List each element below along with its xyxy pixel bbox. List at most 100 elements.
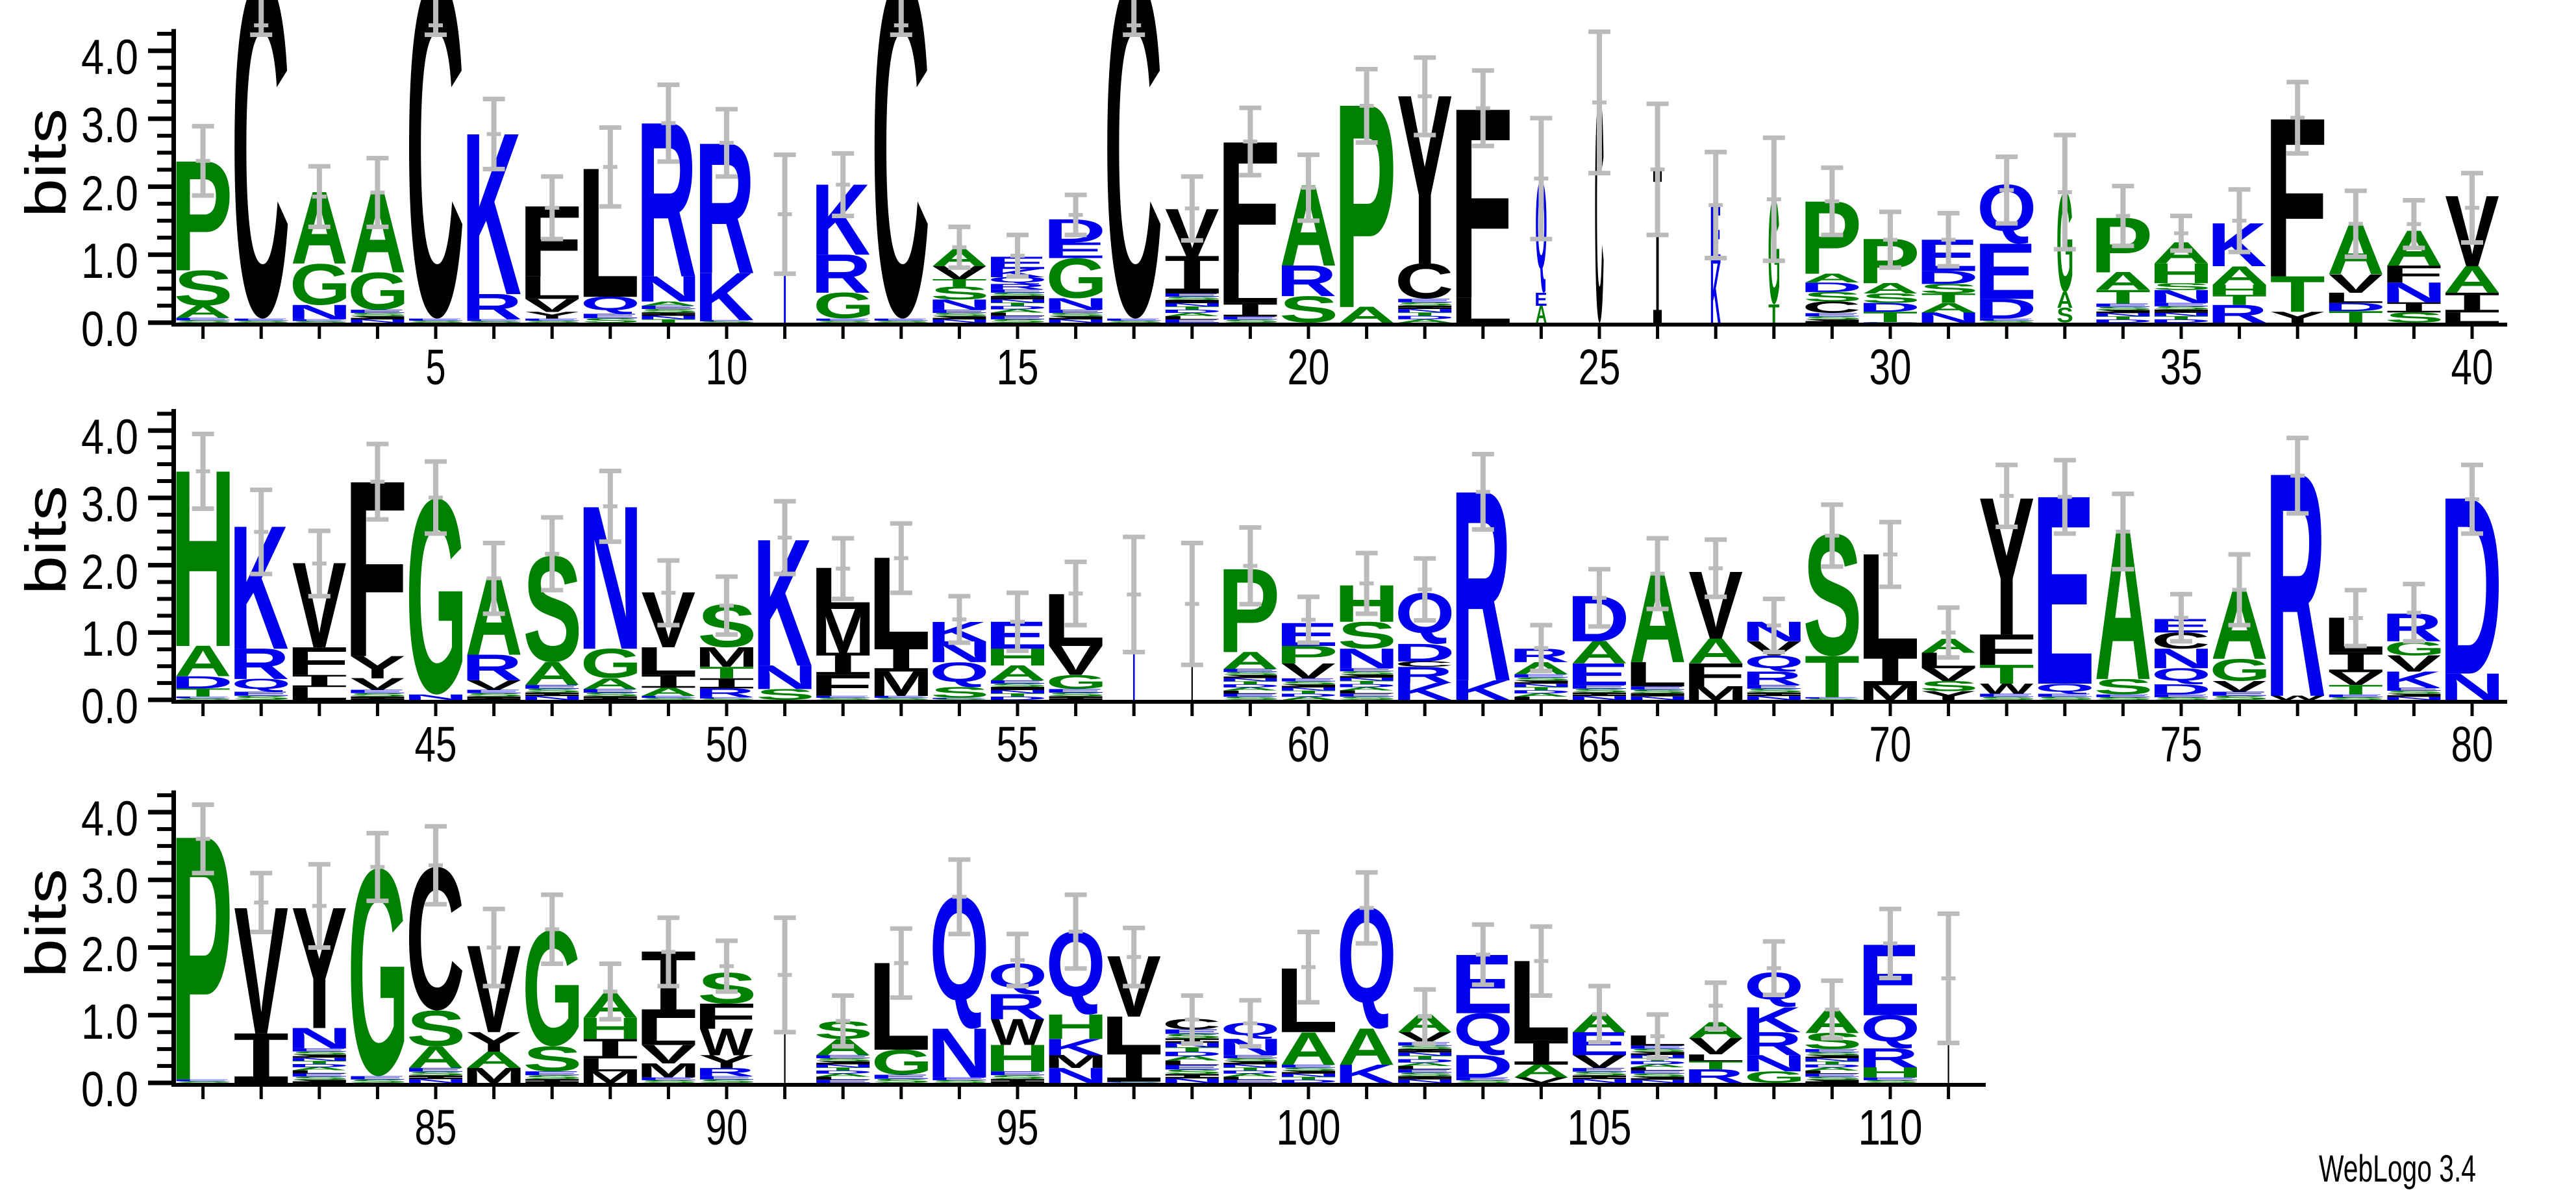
svg-text:T: T [816,1067,871,1072]
svg-text:E: E [694,319,757,321]
svg-text:Q: Q [2035,682,2095,694]
svg-text:E: E [461,689,524,694]
svg-text:S: S [174,1081,233,1084]
svg-text:S: S [697,698,757,700]
svg-text:L: L [1217,263,1281,312]
svg-text:T: T [641,318,696,323]
svg-text:D: D [1974,293,2037,325]
svg-text:D: D [1916,267,1979,288]
svg-text:N: N [286,301,352,324]
svg-text:H: H [985,1037,1051,1080]
svg-text:E: E [228,691,291,697]
svg-text:1.0: 1.0 [81,995,138,1050]
svg-text:E: E [170,696,233,699]
svg-text:30: 30 [1869,340,1912,395]
svg-text:E: E [1218,693,1281,698]
svg-text:1.0: 1.0 [81,234,138,289]
svg-text:S: S [348,692,407,697]
svg-text:E: E [927,309,990,314]
svg-text:S: S [232,695,291,701]
svg-text:C: C [871,0,931,416]
svg-text:R: R [229,639,290,689]
svg-text:T: T [932,277,987,289]
svg-text:T: T [292,1060,347,1065]
svg-text:E: E [1799,1072,1862,1078]
svg-text:4.0: 4.0 [81,791,138,847]
svg-text:D: D [1799,280,1862,295]
svg-text:M: M [1684,682,1747,704]
svg-text:D: D [1451,1048,1514,1084]
svg-text:V: V [467,678,521,693]
svg-text:N: N [1567,695,1632,701]
svg-text:E: E [1625,686,1688,691]
svg-text:D: D [1858,300,1921,314]
svg-text:S: S [872,320,931,323]
svg-text:T: T [1514,686,1569,691]
svg-text:S: S [988,682,1047,688]
svg-text:0.0: 0.0 [81,302,138,357]
svg-text:M: M [1044,1051,1108,1072]
svg-text:3.0: 3.0 [81,477,138,532]
svg-text:E: E [636,695,699,699]
svg-text:A: A [1396,318,1453,323]
svg-text:bits: bits [14,486,78,595]
svg-text:R: R [985,282,1045,291]
svg-text:S: S [465,321,524,323]
svg-text:L: L [1449,290,1513,331]
svg-text:E: E [1973,693,2036,698]
svg-text:G: G [290,251,351,317]
svg-text:E: E [170,317,233,321]
svg-text:N: N [1159,302,1225,307]
svg-text:E: E [286,319,349,321]
svg-text:E: E [2381,687,2444,692]
svg-text:R: R [462,647,522,689]
svg-text:E: E [1043,309,1106,314]
svg-text:S: S [1803,1076,1862,1081]
svg-text:N: N [1799,1058,1865,1063]
svg-text:T: T [990,302,1045,307]
svg-text:A: A [1920,300,1977,316]
svg-text:E: E [577,688,640,694]
svg-text:S: S [930,699,989,700]
svg-text:S: S [988,1074,1047,1080]
svg-text:T: T [175,686,231,699]
svg-text:E: E [1101,318,1164,321]
svg-text:95: 95 [997,1100,1039,1156]
svg-text:H: H [1043,1007,1108,1047]
svg-text:K: K [1710,246,1721,342]
svg-text:R: R [694,686,755,700]
svg-text:V: V [1514,1076,1569,1085]
svg-text:E: E [1275,1063,1338,1069]
svg-text:60: 60 [1288,717,1330,773]
svg-text:T: T [1339,680,1394,685]
svg-text:N: N [927,1013,992,1093]
svg-text:T: T [2095,316,2151,321]
svg-text:F: F [693,996,757,1037]
svg-text:E: E [2090,303,2153,308]
svg-text:A: A [1164,312,1221,317]
svg-text:N: N [1159,1077,1225,1084]
svg-text:E: E [1275,677,1338,682]
svg-text:E: E [228,318,291,321]
svg-text:S: S [756,686,815,703]
svg-text:Q: Q [930,656,990,688]
svg-text:Q: Q [2151,665,2211,685]
svg-text:A: A [1687,631,1744,671]
svg-text:G: G [871,1043,933,1082]
svg-text:V: V [642,1039,696,1069]
svg-text:T: T [1805,643,1860,710]
svg-text:A: A [1862,280,1919,297]
svg-text:M: M [462,1063,526,1087]
svg-text:R: R [811,243,871,305]
svg-text:S: S [930,684,989,700]
svg-text:T: T [1223,1067,1278,1072]
svg-text:C: C [406,0,465,416]
svg-text:2.0: 2.0 [81,927,138,982]
svg-text:E: E [1799,697,1862,699]
svg-text:H: H [2149,257,2214,289]
svg-text:N: N [403,1078,469,1084]
svg-text:E: E [1159,318,1222,323]
svg-text:D: D [287,1063,350,1069]
svg-text:S: S [1570,688,1629,693]
svg-text:N: N [2440,665,2505,708]
